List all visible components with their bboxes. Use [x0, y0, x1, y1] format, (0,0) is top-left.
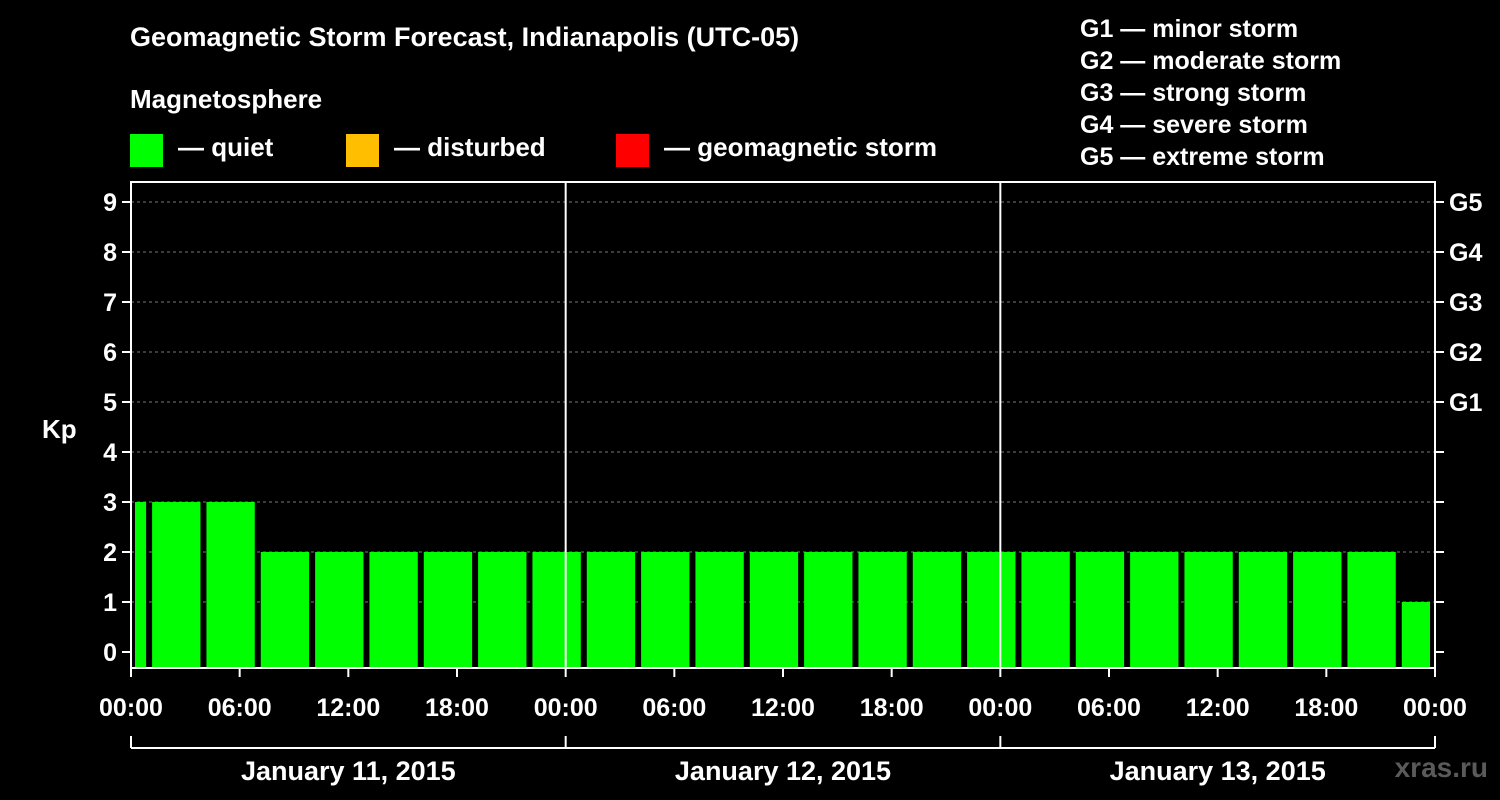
- x-tick-label: 18:00: [1294, 694, 1358, 722]
- kp-bar: [1347, 552, 1396, 668]
- kp-bar: [586, 552, 636, 668]
- kp-bar: [315, 552, 364, 668]
- x-tick-label: 12:00: [1186, 694, 1250, 722]
- kp-bar: [695, 552, 744, 668]
- g-scale-label: G1: [1449, 389, 1482, 417]
- x-tick-label: 00:00: [534, 694, 598, 722]
- x-tick-label: 00:00: [1403, 694, 1467, 722]
- kp-bar: [1238, 552, 1288, 668]
- legend-swatch-quiet: [130, 134, 163, 167]
- x-tick-label: 12:00: [751, 694, 815, 722]
- x-tick-label: 06:00: [208, 694, 272, 722]
- x-tick-label: 00:00: [968, 694, 1032, 722]
- watermark: xras.ru: [1394, 752, 1488, 783]
- storm-scale-g5: G5 — extreme storm: [1080, 143, 1325, 171]
- g-scale-label: G2: [1449, 339, 1482, 367]
- kp-bar: [749, 552, 799, 668]
- g-scale-label: G4: [1449, 239, 1482, 267]
- storm-scale-g1: G1 — minor storm: [1080, 15, 1299, 43]
- storm-scale-g4: G4 — severe storm: [1080, 111, 1308, 139]
- y-tick-label: 8: [103, 239, 117, 267]
- kp-bar: [135, 502, 147, 668]
- kp-bar: [967, 552, 1016, 668]
- legend-label-quiet: — quiet: [178, 132, 274, 162]
- g-scale-label: G5: [1449, 189, 1482, 217]
- kp-bar: [152, 502, 201, 668]
- kp-bar: [260, 552, 310, 668]
- x-tick-label: 12:00: [316, 694, 380, 722]
- storm-scale-g2: G2 — moderate storm: [1080, 47, 1342, 75]
- legend-swatch-storm: [616, 134, 649, 167]
- kp-bar: [532, 552, 581, 668]
- day-label: January 11, 2015: [241, 756, 456, 786]
- y-tick-label: 0: [103, 639, 117, 667]
- storm-scale-g3: G3 — strong storm: [1080, 79, 1307, 107]
- kp-bar: [423, 552, 473, 668]
- kp-bar: [478, 552, 527, 668]
- x-tick-label: 18:00: [860, 694, 924, 722]
- kp-bar: [912, 552, 962, 668]
- y-tick-label: 7: [103, 289, 117, 317]
- legend-label-disturbed: — disturbed: [394, 132, 546, 162]
- kp-bar: [858, 552, 907, 668]
- x-tick-label: 18:00: [425, 694, 489, 722]
- y-tick-label: 1: [103, 589, 117, 617]
- y-tick-label: 9: [103, 189, 117, 217]
- kp-bar: [206, 502, 255, 668]
- kp-bar: [1075, 552, 1125, 668]
- kp-bar: [1130, 552, 1179, 668]
- kp-bar: [1293, 552, 1342, 668]
- x-tick-label: 06:00: [1077, 694, 1141, 722]
- kp-bar: [369, 552, 418, 668]
- kp-bar: [1401, 602, 1430, 668]
- g-scale-label: G3: [1449, 289, 1482, 317]
- kp-bar: [1021, 552, 1070, 668]
- x-tick-label: 06:00: [642, 694, 706, 722]
- y-tick-label: 5: [103, 389, 117, 417]
- y-tick-label: 2: [103, 539, 117, 567]
- legend-label-storm: — geomagnetic storm: [664, 132, 938, 162]
- y-tick-label: 3: [103, 489, 117, 517]
- y-tick-label: 4: [103, 439, 117, 467]
- legend-swatch-disturbed: [346, 134, 379, 167]
- day-label: January 12, 2015: [675, 756, 891, 786]
- day-label: January 13, 2015: [1110, 756, 1326, 786]
- y-axis-label: Kp: [42, 414, 77, 444]
- kp-bar: [804, 552, 853, 668]
- x-tick-label: 00:00: [99, 694, 163, 722]
- magnetosphere-label: Magnetosphere: [130, 84, 323, 114]
- kp-bar: [1184, 552, 1233, 668]
- kp-bar: [641, 552, 690, 668]
- y-tick-label: 6: [103, 339, 117, 367]
- chart-title: Geomagnetic Storm Forecast, Indianapolis…: [130, 22, 800, 52]
